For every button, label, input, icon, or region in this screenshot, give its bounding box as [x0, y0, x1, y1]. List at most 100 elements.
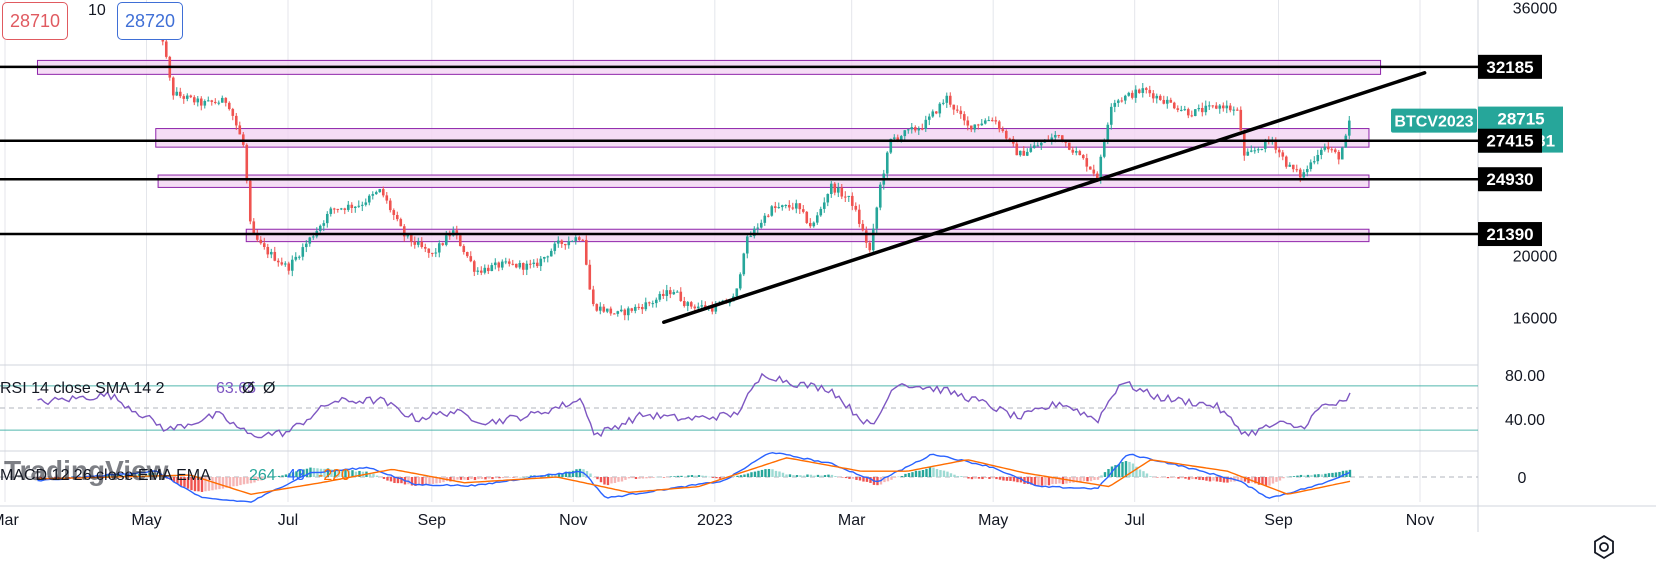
macd-histogram-bar: [1163, 477, 1166, 478]
macd-value-histogram: 264: [249, 467, 276, 484]
candle-body: [532, 262, 536, 264]
candle-body: [850, 195, 854, 206]
candle-body: [602, 306, 606, 312]
candle-body: [591, 289, 595, 305]
candle-body: [1242, 130, 1246, 156]
macd-histogram-bar: [1019, 477, 1023, 483]
macd-histogram-bar: [641, 477, 645, 479]
candle-body: [595, 304, 599, 311]
candle-body: [885, 152, 889, 174]
candle-body: [605, 308, 609, 312]
candle-body: [318, 225, 322, 231]
macd-histogram-bar: [1121, 461, 1124, 477]
candle-body: [1088, 166, 1092, 170]
candle-body: [1340, 147, 1344, 160]
macd-histogram-bar: [1149, 476, 1152, 477]
macd-histogram-bar: [176, 477, 179, 484]
macd-histogram-bar: [386, 477, 389, 481]
macd-histogram-bar: [1170, 477, 1173, 478]
candle-body: [546, 256, 550, 258]
macd-histogram-bar: [1264, 477, 1268, 486]
macd-histogram-bar: [743, 474, 746, 477]
macd-histogram-bar: [669, 476, 673, 477]
macd-histogram-bar: [354, 471, 358, 477]
candle-body: [959, 110, 963, 115]
macd-histogram-bar: [1191, 477, 1194, 480]
macd-histogram-bar: [676, 475, 680, 477]
macd-histogram-bar: [368, 472, 372, 477]
symbol-label: BTCV2023: [1394, 114, 1473, 131]
macd-histogram-bar: [60, 477, 64, 478]
macd-histogram-bar: [610, 477, 613, 484]
candle-body: [899, 136, 903, 140]
macd-histogram-bar: [1103, 472, 1107, 477]
macd-histogram-bar: [631, 477, 634, 479]
ask-price-box[interactable]: 28720: [117, 2, 184, 40]
macd-histogram-bar: [256, 477, 260, 481]
macd-histogram-bar: [694, 475, 697, 477]
candle-body: [1281, 152, 1285, 157]
macd-histogram-bar: [116, 474, 120, 477]
rsi-extra-label: Ø: [263, 380, 275, 397]
macd-histogram-bar: [599, 477, 603, 483]
candle-body: [283, 263, 287, 265]
level-label-bg: [1478, 128, 1542, 153]
candle-body: [469, 256, 473, 262]
macd-histogram-bar: [1135, 466, 1138, 477]
macd-histogram-bar: [389, 477, 393, 482]
macd-histogram-bar: [284, 474, 288, 477]
candle-body: [1263, 139, 1267, 149]
macd-histogram-bar: [834, 476, 837, 477]
macd-histogram-bar: [120, 474, 123, 477]
candle-body: [784, 205, 788, 207]
macd-histogram-bar: [925, 468, 928, 477]
level-label-bg: [1478, 222, 1542, 247]
macd-histogram-bar: [456, 477, 459, 480]
macd-histogram-bar: [340, 470, 344, 477]
macd-histogram-bar: [144, 473, 148, 477]
macd-histogram-bar: [904, 473, 907, 477]
candle-body: [682, 301, 686, 306]
macd-histogram-bar: [344, 469, 347, 477]
macd-histogram-bar: [837, 477, 841, 478]
candle-body: [686, 302, 690, 306]
candle-body: [416, 241, 420, 245]
candle-body: [1001, 129, 1005, 131]
candle-body: [549, 250, 553, 257]
candle-body: [252, 221, 256, 234]
candle-body: [826, 194, 830, 203]
macd-histogram-bar: [1327, 473, 1331, 477]
macd-histogram-bar: [1128, 461, 1131, 477]
candle-body: [514, 263, 518, 268]
macd-histogram-bar: [967, 477, 970, 479]
candle-body: [430, 252, 434, 254]
candle-body: [752, 228, 756, 237]
candle-body: [854, 205, 858, 210]
candle-body: [1298, 169, 1302, 178]
macd-histogram-bar: [400, 477, 403, 484]
macd-histogram-bar: [53, 477, 57, 478]
rsi-extra-label: Ø: [242, 380, 254, 397]
macd-histogram-bar: [1254, 477, 1257, 484]
candle-body: [1179, 109, 1183, 111]
macd-y-tick-label: 0: [1518, 470, 1527, 487]
candle-body: [287, 263, 291, 271]
candle-body: [1330, 149, 1334, 151]
spread-label: 10: [88, 2, 106, 19]
macd-histogram-bar: [680, 475, 683, 477]
macd-histogram-bar: [172, 477, 176, 483]
macd-histogram-bar: [253, 477, 256, 483]
level-label: 27415: [1486, 132, 1533, 151]
candle-body: [1036, 145, 1040, 147]
macd-histogram-bar: [137, 474, 141, 477]
candle-body: [857, 209, 861, 224]
gear-icon[interactable]: [1590, 533, 1618, 561]
candle-body: [511, 263, 515, 265]
candle-body: [994, 120, 998, 122]
candle-body: [798, 203, 802, 210]
macd-histogram-bar: [1030, 477, 1033, 485]
bid-price-box[interactable]: 28710: [2, 2, 69, 40]
macd-histogram-bar: [190, 477, 193, 491]
